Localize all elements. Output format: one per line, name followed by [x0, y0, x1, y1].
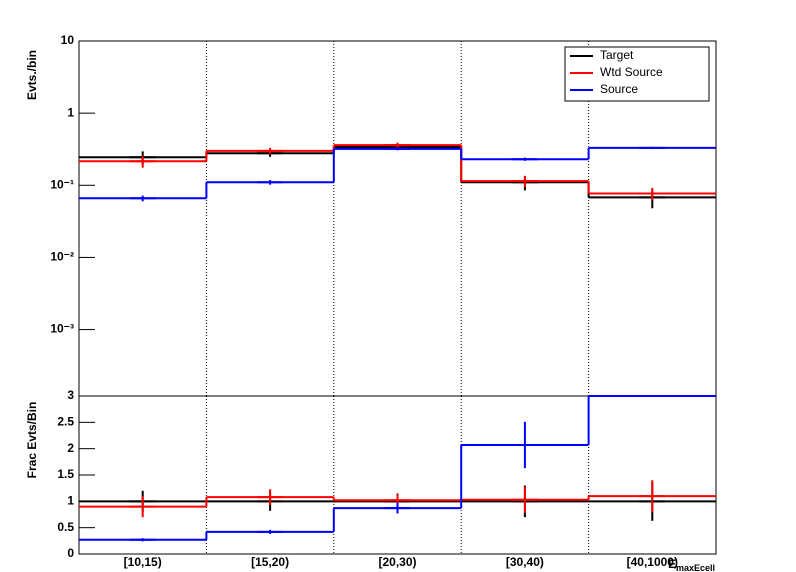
x-tick-label: [20,30) [378, 555, 416, 569]
x-tick-label: [10,15) [124, 555, 162, 569]
y-tick-label: 10⁻² [50, 250, 74, 264]
legend-label: Target [600, 48, 634, 62]
legend-label: Source [600, 82, 638, 96]
x-tick-label: [30,40) [506, 555, 544, 569]
y-tick-label: 0.5 [57, 520, 74, 534]
x-axis-label-sub: maxEcell [676, 563, 715, 572]
x-axis-label: EmaxEcell [668, 557, 715, 572]
y-axis-label: Frac Evts/Bin [25, 402, 39, 479]
y-tick-label: 3 [67, 388, 74, 402]
y-tick-label: 1 [67, 494, 74, 508]
x-tick-label: [15,20) [251, 555, 289, 569]
series-group [79, 142, 716, 209]
y-tick-label: 10 [61, 33, 75, 47]
y-tick-label: 0 [67, 546, 74, 560]
y-tick-label: 10⁻³ [50, 322, 74, 336]
y-tick-label: 1 [67, 105, 74, 119]
series-group [79, 395, 716, 542]
y-tick-label: 1.5 [57, 467, 74, 481]
legend-label: Wtd Source [600, 65, 663, 79]
x-tick-label: [40,1000) [627, 555, 678, 569]
y-tick-label: 2 [67, 441, 74, 455]
y-tick-label: 10⁻¹ [50, 177, 74, 191]
y-tick-label: 2.5 [57, 415, 74, 429]
x-axis-label-main: E [668, 557, 676, 571]
y-axis-label: Evts./bin [25, 50, 39, 100]
